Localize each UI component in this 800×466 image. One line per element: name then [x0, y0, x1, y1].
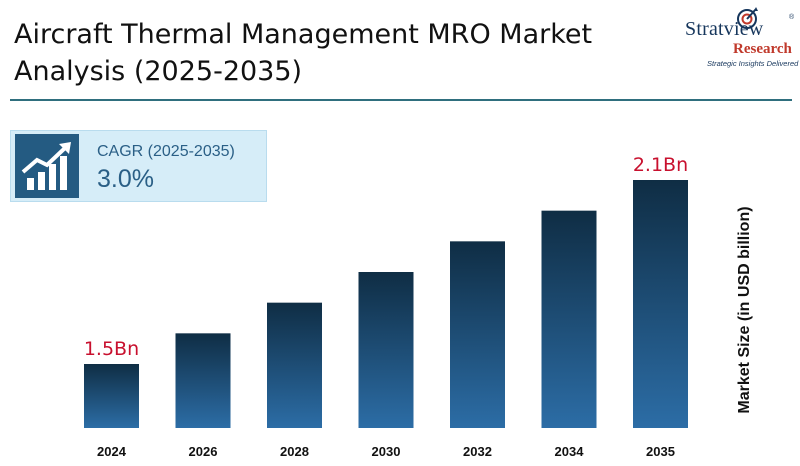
x-tick-label: 2026	[189, 444, 218, 459]
x-tick-label: 2032	[463, 444, 492, 459]
title-line-1: Aircraft Thermal Management MRO Market	[14, 19, 593, 50]
brand-logo: Stratview ® Research Strategic Insights …	[655, 4, 800, 68]
bar-2032	[450, 241, 505, 428]
x-tick-label: 2024	[97, 444, 127, 459]
logo-name: Stratview	[685, 18, 764, 40]
bar-2026	[175, 333, 231, 428]
x-tick-label: 2030	[372, 444, 401, 459]
cagr-label: CAGR (2025-2035)	[97, 143, 235, 160]
data-label: 1.5Bn	[84, 338, 139, 360]
bar-2034	[541, 210, 597, 428]
bar-2024	[84, 364, 139, 428]
cagr-value: 3.0%	[97, 165, 154, 193]
header-divider	[10, 99, 792, 101]
data-label: 2.1Bn	[633, 154, 688, 176]
target-arrow-icon	[737, 7, 758, 29]
bar-2035	[633, 180, 688, 428]
x-tick-label: 2028	[280, 444, 309, 459]
logo-registered-mark: ®	[789, 14, 795, 21]
logo-subname: Research	[733, 41, 792, 57]
cagr-panel: CAGR (2025-2035) 3.0%	[10, 130, 267, 202]
x-tick-label: 2034	[555, 444, 585, 459]
y-axis-label: Market Size (in USD billion)	[736, 206, 753, 414]
page-title: Aircraft Thermal Management MRO Market A…	[14, 16, 634, 90]
growth-chart-icon	[15, 134, 79, 198]
bar-2030	[358, 272, 414, 428]
logo-tagline: Strategic Insights Delivered	[707, 59, 799, 68]
title-line-2: Analysis (2025-2035)	[14, 56, 303, 87]
bar-2028	[267, 302, 322, 428]
x-tick-label: 2035	[646, 444, 675, 459]
